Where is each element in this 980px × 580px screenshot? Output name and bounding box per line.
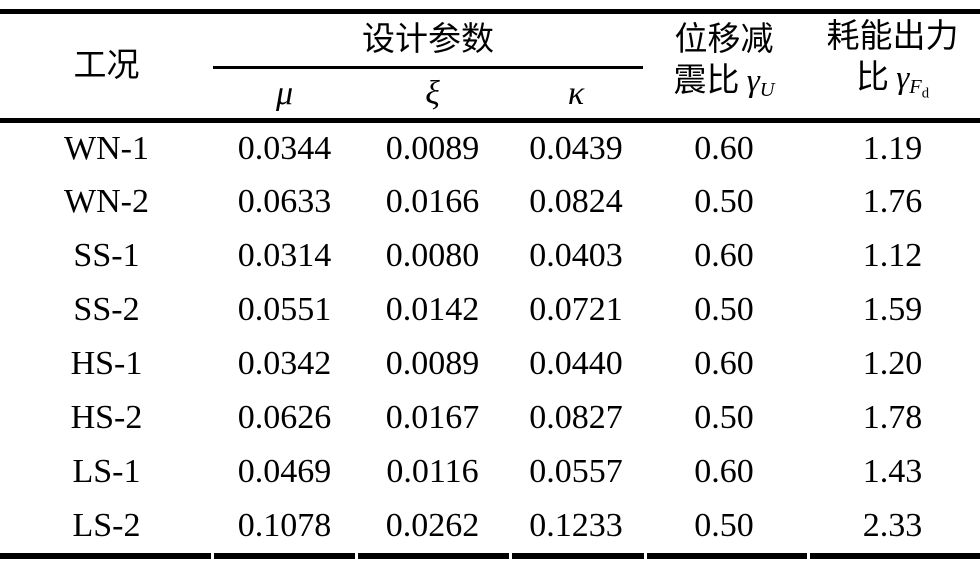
cell-mu: 0.0344 [237,129,332,167]
cell-gamma-u: 0.60 [694,236,754,274]
cell-condition: WN-2 [64,182,149,220]
cell-mu: 0.0314 [237,236,332,274]
cell-xi: 0.0116 [386,452,479,490]
cell-kappa: 0.0439 [529,129,623,167]
header-row-2: μ ξ κ [0,67,980,123]
cell-mu: 0.1078 [237,506,332,544]
col-header-energy-output-ratio: 耗能出力 比 γFd [805,11,980,123]
cell-kappa: 0.0721 [529,290,623,328]
col-header-condition: 工况 [0,11,213,123]
cell-kappa: 0.1233 [529,506,623,544]
cell-gamma-fd: 1.12 [862,236,923,274]
cell-condition: LS-1 [72,452,141,490]
cell-gamma-fd: 1.59 [862,290,923,328]
data-table: 工况 设计参数 位移减 震比 γU 耗能出力 比 γFd μ ξ κ [0,9,980,553]
cell-gamma-fd: 1.76 [862,182,923,220]
table-row: WN-1 0.0344 0.0089 0.0439 0.60 1.19 [0,121,980,175]
header-row-1: 工况 设计参数 位移减 震比 γU 耗能出力 比 γFd [0,11,980,123]
table-header: 工况 设计参数 位移减 震比 γU 耗能出力 比 γFd μ ξ κ [0,11,980,123]
table-row: SS-1 0.0314 0.0080 0.0403 0.60 1.12 [0,229,980,283]
table-row: SS-2 0.0551 0.0142 0.0721 0.50 1.59 [0,283,980,337]
cell-condition: SS-1 [73,236,140,274]
table-row: WN-2 0.0633 0.0166 0.0824 0.50 1.76 [0,175,980,229]
cell-condition: HS-2 [70,398,143,436]
displacement-header-line1: 位移减 [674,22,774,59]
cell-mu: 0.0626 [237,398,332,436]
col-header-displacement-ratio: 位移减 震比 γU [643,11,805,123]
gamma-fd-subscript: Fd [909,76,930,102]
bottom-rule-gap [355,552,358,559]
table-bottom-rule [0,552,980,559]
cell-gamma-u: 0.50 [694,290,754,328]
cell-kappa: 0.0403 [529,236,623,274]
cell-gamma-fd: 1.43 [862,452,923,490]
cell-xi: 0.0167 [385,398,480,436]
col-header-design-params-group: 设计参数 [213,11,643,69]
displacement-header-line2: 震比 [673,63,740,100]
cell-gamma-u: 0.50 [694,398,754,436]
cell-condition: LS-2 [72,506,141,544]
bottom-rule-segment [512,552,644,559]
cell-gamma-u: 0.60 [694,129,754,167]
energy-header-line2: 比 [855,60,889,97]
cell-gamma-u: 0.50 [694,506,754,544]
bottom-rule-gap [807,552,810,559]
col-header-mu: μ [213,67,356,123]
table-body: WN-1 0.0344 0.0089 0.0439 0.60 1.19 WN-2… [0,121,980,553]
col-header-xi: ξ [356,67,509,123]
cell-xi: 0.0089 [385,344,480,382]
table-row: HS-1 0.0342 0.0089 0.0440 0.60 1.20 [0,337,980,391]
cell-mu: 0.0469 [237,452,332,490]
gamma-u-subscript: U [759,79,775,102]
bottom-rule-gap [509,552,512,559]
cell-xi: 0.0262 [385,506,480,544]
gamma-fd-symbol: γFd [896,60,930,102]
bottom-rule-segment [358,552,509,559]
cell-mu: 0.0342 [237,344,332,382]
col-header-kappa: κ [509,67,643,123]
cell-kappa: 0.0827 [529,398,623,436]
cell-condition: SS-2 [73,290,140,328]
bottom-rule-segment [0,552,211,559]
cell-mu: 0.0633 [237,182,332,220]
bottom-rule-segment [214,552,355,559]
cell-condition: WN-1 [64,129,149,167]
gamma-u-symbol: γU [746,63,775,102]
cell-xi: 0.0142 [385,290,480,328]
cell-mu: 0.0551 [237,290,332,328]
cell-kappa: 0.0440 [529,344,623,382]
cell-gamma-fd: 2.33 [862,506,923,544]
energy-header-line1: 耗能出力 [826,19,959,56]
table-row: LS-1 0.0469 0.0116 0.0557 0.60 1.43 [0,445,980,499]
cell-gamma-fd: 1.19 [862,129,923,167]
cell-gamma-fd: 1.78 [862,398,923,436]
gamma-fd-subsubscript: d [921,85,930,102]
cell-condition: HS-1 [70,344,143,382]
table-row: HS-2 0.0626 0.0167 0.0827 0.50 1.78 [0,391,980,445]
cell-gamma-u: 0.50 [694,182,754,220]
bottom-rule-segment [810,552,980,559]
table-row: LS-2 0.1078 0.0262 0.1233 0.50 2.33 [0,499,980,553]
cell-xi: 0.0080 [385,236,480,274]
cell-xi: 0.0089 [385,129,480,167]
cell-gamma-fd: 1.20 [862,344,923,382]
table-wrap: 工况 设计参数 位移减 震比 γU 耗能出力 比 γFd μ ξ κ [0,9,980,559]
cell-gamma-u: 0.60 [694,344,754,382]
cell-gamma-u: 0.60 [694,452,754,490]
bottom-rule-gap [211,552,214,559]
bottom-rule-gap [644,552,647,559]
cell-xi: 0.0166 [385,182,480,220]
cell-kappa: 0.0824 [529,182,623,220]
cell-kappa: 0.0557 [529,452,623,490]
bottom-rule-segment [647,552,807,559]
